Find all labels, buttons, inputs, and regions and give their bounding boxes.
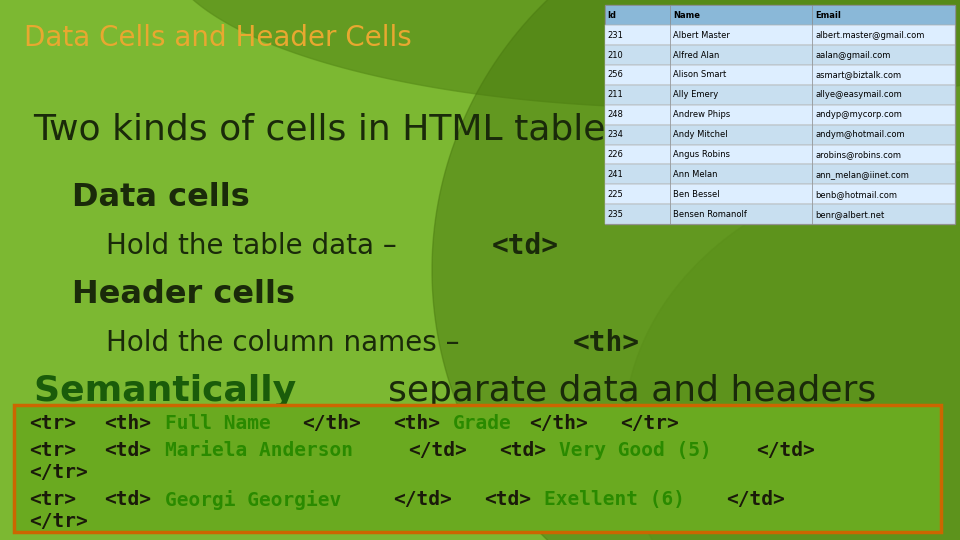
Polygon shape [163,0,960,108]
Bar [605,204,955,224]
Text: Email: Email [815,11,841,20]
Text: Alfred Alan: Alfred Alan [673,51,719,59]
Text: allye@easymail.com: allye@easymail.com [815,90,901,99]
Bar [605,125,955,145]
Text: Alison Smart: Alison Smart [673,71,726,79]
Text: 211: 211 [608,90,623,99]
Text: aalan@gmail.com: aalan@gmail.com [815,51,891,59]
Text: <td>: <td> [492,232,560,260]
Text: separate data and headers: separate data and headers [388,375,876,408]
Text: <td>: <td> [105,441,152,461]
Text: </tr>: </tr> [29,463,87,482]
Text: <tr>: <tr> [29,441,76,461]
Text: </th>: </th> [529,414,588,434]
Text: <td>: <td> [105,490,152,509]
Text: 241: 241 [608,170,623,179]
Bar [605,85,955,105]
Text: Id: Id [608,11,616,20]
Text: Bensen Romanolf: Bensen Romanolf [673,210,747,219]
Bar [605,105,955,125]
Text: andyp@mycorp.com: andyp@mycorp.com [815,110,901,119]
Text: Two kinds of cells in HTML tables: Two kinds of cells in HTML tables [34,113,625,146]
Text: Ann Melan: Ann Melan [673,170,717,179]
Bar [605,165,955,184]
Text: 235: 235 [608,210,624,219]
FancyBboxPatch shape [14,405,941,532]
Text: <th>: <th> [573,329,640,357]
Text: </td>: </td> [726,490,785,509]
Text: Ally Emery: Ally Emery [673,90,718,99]
Text: Albert Master: Albert Master [673,31,730,40]
Text: <td>: <td> [484,490,531,509]
Bar [605,25,955,45]
Text: andym@hotmail.com: andym@hotmail.com [815,130,904,139]
Text: <tr>: <tr> [29,414,76,434]
Text: 226: 226 [608,150,624,159]
Bar [605,45,955,65]
Text: <th>: <th> [393,414,440,434]
Text: 248: 248 [608,110,624,119]
Text: 234: 234 [608,130,624,139]
Text: Very Good (5): Very Good (5) [560,441,712,461]
Text: <tr>: <tr> [29,490,76,509]
Text: ann_melan@iinet.com: ann_melan@iinet.com [815,170,909,179]
Text: Semantically: Semantically [34,375,308,408]
Text: Andy Mitchel: Andy Mitchel [673,130,728,139]
Text: Name: Name [673,11,700,20]
Text: </tr>: </tr> [29,511,87,531]
Text: Hold the column names –: Hold the column names – [106,329,468,357]
Text: 210: 210 [608,51,623,59]
Text: Data Cells and Header Cells: Data Cells and Header Cells [24,24,412,52]
Text: </tr>: </tr> [620,414,679,434]
Text: </td>: </td> [756,441,815,461]
Text: Hold the table data –: Hold the table data – [106,232,405,260]
Text: arobins@robins.com: arobins@robins.com [815,150,901,159]
Text: Georgi Georgiev: Georgi Georgiev [165,489,342,510]
Polygon shape [432,0,960,540]
Text: <td>: <td> [499,441,546,461]
Text: <th>: <th> [105,414,152,434]
Text: </th>: </th> [301,414,360,434]
Text: albert.master@gmail.com: albert.master@gmail.com [815,31,924,40]
Bar [605,5,955,224]
Text: Grade: Grade [453,414,512,434]
Bar [605,5,955,25]
Text: </td>: </td> [408,441,467,461]
Bar [605,145,955,165]
Text: Header cells: Header cells [72,279,295,310]
Text: 231: 231 [608,31,624,40]
Text: Mariela Anderson: Mariela Anderson [165,441,353,461]
Text: Data cells: Data cells [72,181,250,213]
Text: Full Name: Full Name [165,414,271,434]
Text: </td>: </td> [393,490,451,509]
Text: Ben Bessel: Ben Bessel [673,190,720,199]
Polygon shape [624,162,960,540]
Text: benb@hotmail.com: benb@hotmail.com [815,190,897,199]
Bar [605,184,955,204]
Text: Andrew Phips: Andrew Phips [673,110,731,119]
Text: benr@albert.net: benr@albert.net [815,210,884,219]
Text: Exellent (6): Exellent (6) [544,490,685,509]
Text: 225: 225 [608,190,623,199]
Text: Angus Robins: Angus Robins [673,150,730,159]
Text: asmart@biztalk.com: asmart@biztalk.com [815,71,901,79]
Bar [605,65,955,85]
Text: 256: 256 [608,71,624,79]
